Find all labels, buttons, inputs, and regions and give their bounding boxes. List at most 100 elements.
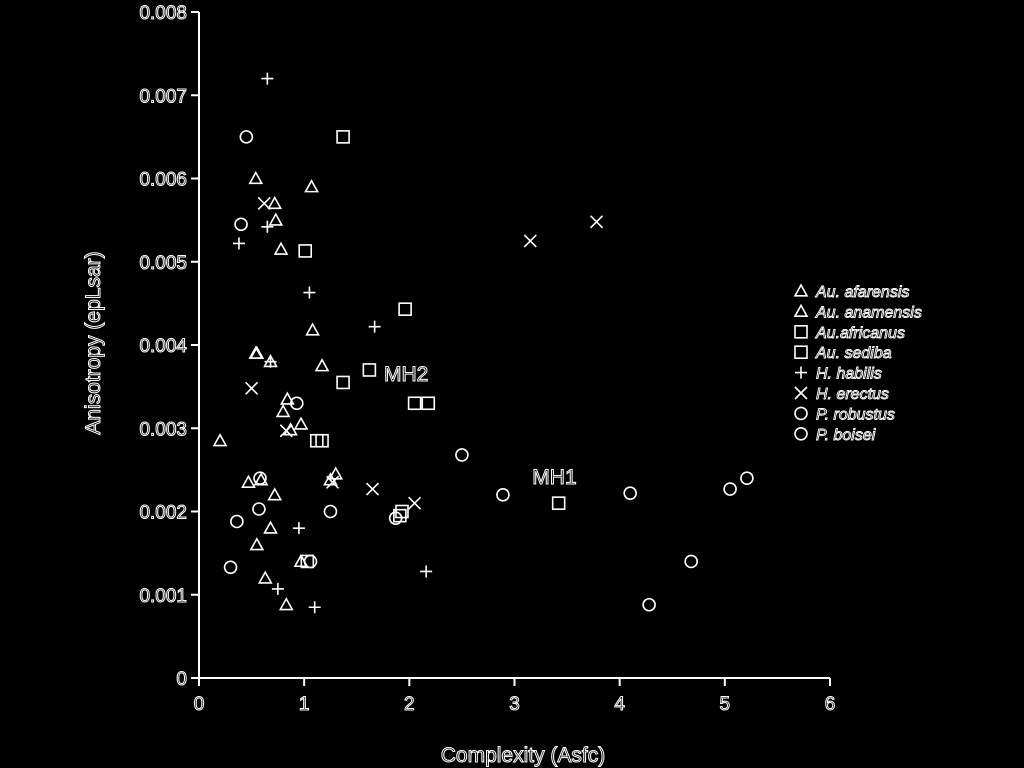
annotation-mh2: MH2 xyxy=(384,363,428,386)
y-tick-label: 0.006 xyxy=(139,170,187,191)
point-p-robustus xyxy=(455,448,469,462)
point-au-afarensis xyxy=(241,474,256,488)
point-h-habilis xyxy=(420,565,433,578)
point-au-afarensis xyxy=(305,322,320,336)
legend-item-h-habilis: H. habilis xyxy=(795,365,882,383)
point-h-habilis xyxy=(271,582,284,595)
point-au-afarensis xyxy=(278,597,294,611)
legend-label-h-habilis: H. habilis xyxy=(816,366,882,383)
y-tick-label: 0.007 xyxy=(139,86,187,107)
data-points xyxy=(212,72,754,614)
y-tick-label: 0.003 xyxy=(139,419,187,440)
annotations: MH2 MH1 xyxy=(384,362,578,489)
series-h-erectus xyxy=(245,196,604,510)
point-au-sediba xyxy=(336,375,350,390)
point-p-robustus xyxy=(388,511,403,525)
legend-marker-p-robustus xyxy=(794,406,808,421)
series-p-boisei xyxy=(230,130,318,569)
point-au-sediba xyxy=(551,496,566,510)
point-h-erectus xyxy=(279,424,293,438)
x-axis-title: Complexity (Asfc) xyxy=(441,744,606,767)
point-h-habilis xyxy=(261,220,274,233)
legend-marker-au-sediba xyxy=(794,345,808,360)
y-tick-label: 0.008 xyxy=(139,3,187,24)
point-au-africanus xyxy=(315,433,329,448)
legend-item-p-boisei: P. boisei xyxy=(794,426,876,444)
point-h-erectus xyxy=(325,475,340,489)
point-au-afarensis xyxy=(314,358,330,372)
point-p-boisei xyxy=(230,514,244,529)
point-h-habilis xyxy=(292,522,305,535)
legend-label-p-boisei: P. boisei xyxy=(816,427,876,444)
series-h-habilis xyxy=(232,72,433,614)
legend-item-au-africanus: Au.africanus xyxy=(794,324,905,342)
legend-item-au-sediba: Au. sediba xyxy=(794,345,892,363)
point-au-afarensis xyxy=(268,212,284,226)
legend: Au. afarensis Au. anamensis Au.africanus Au… xyxy=(793,283,922,444)
legend-marker-au-anamensis xyxy=(793,303,809,318)
y-tick-label: 0.005 xyxy=(139,253,187,274)
y-axis-title: Anisotropy (epLsar) xyxy=(82,251,105,434)
point-au-sediba xyxy=(298,244,313,258)
series-au-sediba xyxy=(298,130,566,519)
point-au-afarensis xyxy=(293,416,309,430)
ticks: 0 1 2 3 4 5 6 0 0.001 0.002 0.003 0.004 0.005 0.006 0.… xyxy=(139,3,836,716)
point-h-habilis xyxy=(308,601,321,614)
legend-marker-au-africanus xyxy=(794,324,808,339)
legend-item-p-robustus: P. robustus xyxy=(794,406,895,424)
point-au-afarensis xyxy=(263,520,278,534)
point-au-afarensis xyxy=(267,195,283,210)
x-tick-label: 3 xyxy=(509,694,520,715)
point-p-boisei xyxy=(303,554,318,569)
legend-marker-h-habilis xyxy=(795,366,807,379)
point-p-robustus xyxy=(740,471,754,486)
legend-marker-au-afarensis xyxy=(793,283,809,297)
legend-label-au-africanus: Au.africanus xyxy=(815,325,905,342)
point-h-habilis xyxy=(303,286,316,299)
x-tick-label: 4 xyxy=(614,694,625,715)
point-p-robustus xyxy=(323,504,338,519)
point-h-habilis xyxy=(368,320,381,333)
point-p-robustus xyxy=(496,488,510,502)
x-tick-label: 6 xyxy=(825,694,836,715)
point-au-afarensis xyxy=(304,179,319,193)
legend-label-h-erectus: H. erectus xyxy=(816,386,889,403)
point-au-sediba xyxy=(398,302,412,317)
x-tick-label: 5 xyxy=(720,694,731,715)
axes xyxy=(198,12,830,679)
annotation-mh1: MH1 xyxy=(532,466,576,489)
point-p-robustus xyxy=(623,486,637,500)
series-p-robustus xyxy=(223,396,754,612)
point-au-sediba xyxy=(421,396,436,411)
series-au-afarensis xyxy=(212,170,344,611)
point-au-afarensis xyxy=(279,391,295,405)
x-tick-label: 2 xyxy=(404,694,415,715)
y-tick-label: 0.001 xyxy=(139,586,187,607)
legend-item-au-afarensis: Au. afarensis xyxy=(793,283,910,301)
legend-item-h-erectus: H. erectus xyxy=(794,386,889,403)
point-p-robustus xyxy=(642,597,656,612)
legend-marker-p-boisei xyxy=(794,426,808,441)
point-h-erectus xyxy=(257,196,271,211)
point-au-afarensis xyxy=(267,487,283,501)
point-au-sediba xyxy=(336,130,350,144)
x-tick-label: 1 xyxy=(299,694,310,715)
point-p-robustus xyxy=(723,482,737,496)
point-p-robustus xyxy=(290,396,304,411)
point-h-habilis xyxy=(261,72,274,85)
legend-marker-h-erectus xyxy=(794,386,808,400)
point-p-robustus xyxy=(223,560,238,575)
legend-label-au-sediba: Au. sediba xyxy=(815,345,892,362)
point-au-afarensis xyxy=(248,170,264,185)
y-tick-label: 0.002 xyxy=(139,503,187,524)
point-au-afarensis xyxy=(273,241,289,255)
point-au-africanus xyxy=(362,363,377,377)
point-p-robustus xyxy=(252,502,266,516)
point-h-habilis xyxy=(232,237,245,250)
y-tick-label: 0 xyxy=(176,669,187,690)
legend-label-p-robustus: P. robustus xyxy=(816,406,895,423)
point-h-erectus xyxy=(365,482,380,496)
legend-label-au-anamensis: Au. anamensis xyxy=(815,304,922,321)
point-au-afarensis xyxy=(257,570,273,584)
